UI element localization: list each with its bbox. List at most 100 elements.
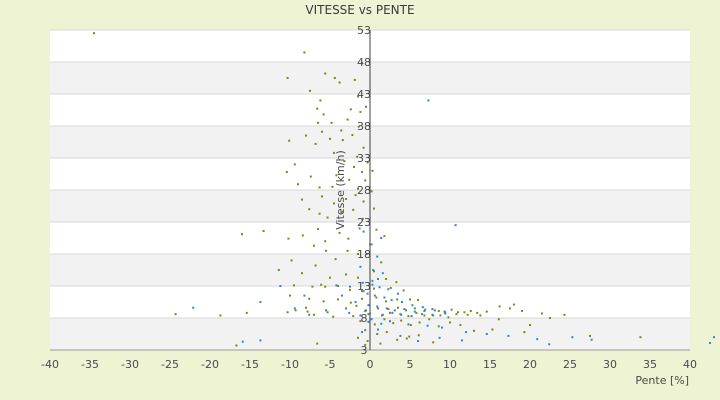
data-point [349,108,352,111]
data-point [93,32,95,35]
data-point [301,272,303,275]
data-point [409,298,411,301]
data-point [639,336,642,339]
x-tick-label: 35 [643,358,657,371]
data-point [303,51,306,54]
data-point [377,277,379,280]
data-point [347,237,350,240]
data-point [389,286,392,289]
data-point [359,265,362,268]
data-point [364,309,367,312]
data-point [485,333,488,335]
data-point [426,324,429,327]
data-point [407,323,410,326]
data-point [407,315,410,318]
data-point [262,229,265,232]
data-point [365,105,367,108]
data-point [313,313,315,316]
data-point [346,249,349,252]
data-point [314,264,317,267]
data-point [241,340,244,343]
data-point [359,314,362,317]
data-point [400,313,403,316]
data-point [521,309,523,312]
data-point [415,311,418,314]
data-point [367,304,370,307]
data-point [454,224,457,227]
data-point [548,343,551,346]
data-point [364,329,367,332]
data-point [375,296,378,299]
data-point [401,301,403,303]
data-point [369,243,371,246]
data-point [413,310,416,313]
data-point [400,319,403,322]
data-point [563,313,566,316]
data-point [351,133,354,136]
data-point [314,142,317,145]
data-point [340,129,343,132]
data-point [431,308,434,311]
data-point [330,121,333,124]
data-point [279,285,282,287]
data-point [361,281,364,284]
data-point [362,290,365,293]
data-point [423,314,426,317]
data-point [455,313,458,316]
data-point [308,297,311,300]
data-point [387,308,390,311]
data-point [361,331,363,334]
data-point [357,276,359,279]
data-point [369,312,371,315]
data-point [457,311,459,314]
data-point [377,328,379,331]
data-point [285,171,288,174]
data-point [319,99,322,102]
data-point [301,198,303,201]
data-point [309,175,312,178]
data-point [321,130,323,133]
data-point [306,310,309,313]
data-point [364,343,367,346]
data-point [359,320,362,323]
data-point [479,314,482,317]
data-point [402,289,405,292]
data-point [286,77,289,79]
data-point [443,310,446,313]
data-point [361,62,363,65]
data-point [349,301,352,304]
y-tick-label: 53 [357,24,371,37]
y-tick-label: 8 [361,312,368,325]
data-point [235,344,238,347]
x-axis-title: Pente [%] [635,374,689,387]
data-point [219,314,222,317]
x-tick-label: -40 [41,358,59,371]
data-point [341,210,343,213]
data-point [380,261,383,264]
data-point [549,317,551,319]
data-point [392,322,395,325]
data-point [529,324,531,327]
data-point [427,99,430,102]
data-point [366,161,369,164]
data-point [358,227,361,230]
x-tick-label: 25 [563,358,577,371]
data-point [447,316,450,319]
data-point [305,134,307,137]
x-tick-label: -10 [281,358,299,371]
data-point [341,139,344,142]
y-tick-label: 38 [357,120,371,133]
data-point [444,312,447,315]
data-point [352,315,355,318]
data-point [411,304,414,307]
data-point [320,283,323,286]
data-point [245,311,248,314]
x-tick-label: 10 [443,358,457,371]
data-point [311,285,314,288]
data-point [465,331,467,334]
data-point [590,338,593,341]
data-point [354,301,357,303]
data-point [364,179,367,182]
data-point [335,284,338,287]
